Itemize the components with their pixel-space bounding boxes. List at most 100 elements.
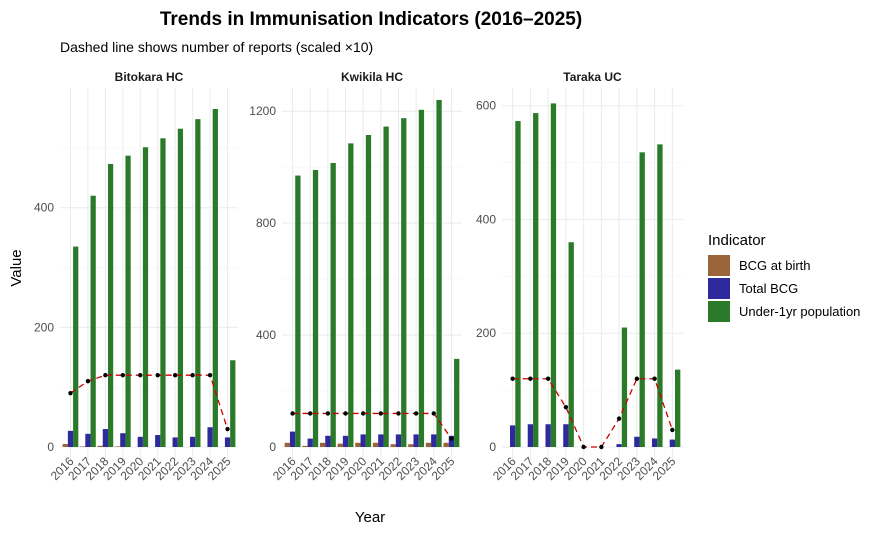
bar [73,246,79,447]
reports-point [563,404,569,410]
reports-point [581,444,586,450]
facet-title: Bitokara HC [115,70,184,84]
bar [137,436,143,447]
bar [651,438,658,447]
bar [443,442,449,447]
bar [284,442,290,447]
bar [155,435,161,447]
legend-label: Total BCG [739,281,798,296]
bar [418,109,425,447]
y-tick-label: 800 [256,216,276,230]
reports-point [528,376,533,381]
bar [675,369,681,447]
reports-point [225,426,230,432]
reports-point [510,376,515,381]
bar [177,128,184,448]
reports-point [103,373,108,378]
reports-point [634,376,640,381]
legend-swatch [708,278,730,299]
bar [395,434,402,447]
reports-line [292,412,452,439]
y-tick-label: 0 [269,440,276,454]
facet-title: Taraka UC [563,70,622,84]
bar [62,444,68,447]
reports-point [599,444,604,450]
bar [355,442,361,447]
bar [657,144,663,448]
facet-title: Kwikila HC [341,70,403,84]
y-axis-title: Value [8,249,25,286]
bar [295,175,301,447]
legend-swatch [708,255,730,276]
bar [207,427,213,447]
bar [230,360,236,447]
bar [436,100,442,447]
legend: BCG at birth Total BCG Under-1yr populatio… [708,255,860,322]
y-tick-label: 200 [34,320,54,334]
reports-point [545,376,551,381]
bar [224,437,231,447]
bar [509,425,516,447]
reports-point [413,411,419,416]
bar [325,435,331,447]
bar [67,430,74,447]
bar [97,445,103,447]
reports-point [616,416,622,421]
legend-label: BCG at birth [739,258,811,273]
bar [563,424,569,447]
reports-point [343,411,348,416]
reports-point [155,373,160,378]
y-tick-label: 400 [34,201,54,215]
bar [621,327,628,447]
chart-title: Trends in Immunisation Indicators (2016–… [160,9,582,30]
bar [160,138,166,447]
reports-point [138,373,143,378]
reports-point [85,378,91,384]
bar [454,358,460,447]
reports-point [68,390,73,396]
reports-point [190,373,195,378]
legend-item: Under-1yr population [708,301,860,322]
reports-point [308,411,313,416]
reports-line [70,374,229,430]
bar [212,108,218,448]
bar [312,169,319,448]
bar [448,435,455,447]
reports-point [325,411,331,416]
bar [431,434,437,447]
bar [114,446,121,447]
reports-point [449,436,454,441]
bar [90,195,96,447]
bar [568,242,574,447]
bar [120,433,126,447]
bar [195,119,201,447]
legend-title: Indicator [708,232,766,249]
bar [515,121,521,447]
legend-item: Total BCG [708,278,798,299]
bar [533,113,539,447]
y-tick-label: 400 [476,212,496,226]
bar [337,443,343,447]
reports-point [670,427,675,433]
bar [390,444,396,447]
bar [365,134,372,447]
bar [408,444,414,447]
legend-item: BCG at birth [708,255,811,276]
bar [550,103,557,447]
bar [342,435,349,447]
bar [372,442,379,447]
reports-point [360,411,366,416]
reports-point [378,411,384,416]
reports-point [172,373,178,378]
bar [669,439,676,447]
bar [190,436,196,447]
bar [80,446,86,447]
bar [527,424,534,447]
y-tick-label: 600 [476,99,496,113]
reports-point [207,373,213,378]
bar [172,437,178,447]
reports-point [652,376,657,381]
